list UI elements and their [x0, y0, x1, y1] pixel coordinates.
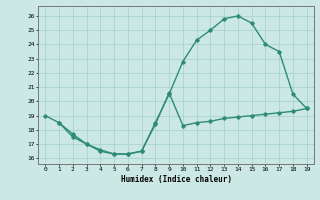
X-axis label: Humidex (Indice chaleur): Humidex (Indice chaleur) — [121, 175, 231, 184]
